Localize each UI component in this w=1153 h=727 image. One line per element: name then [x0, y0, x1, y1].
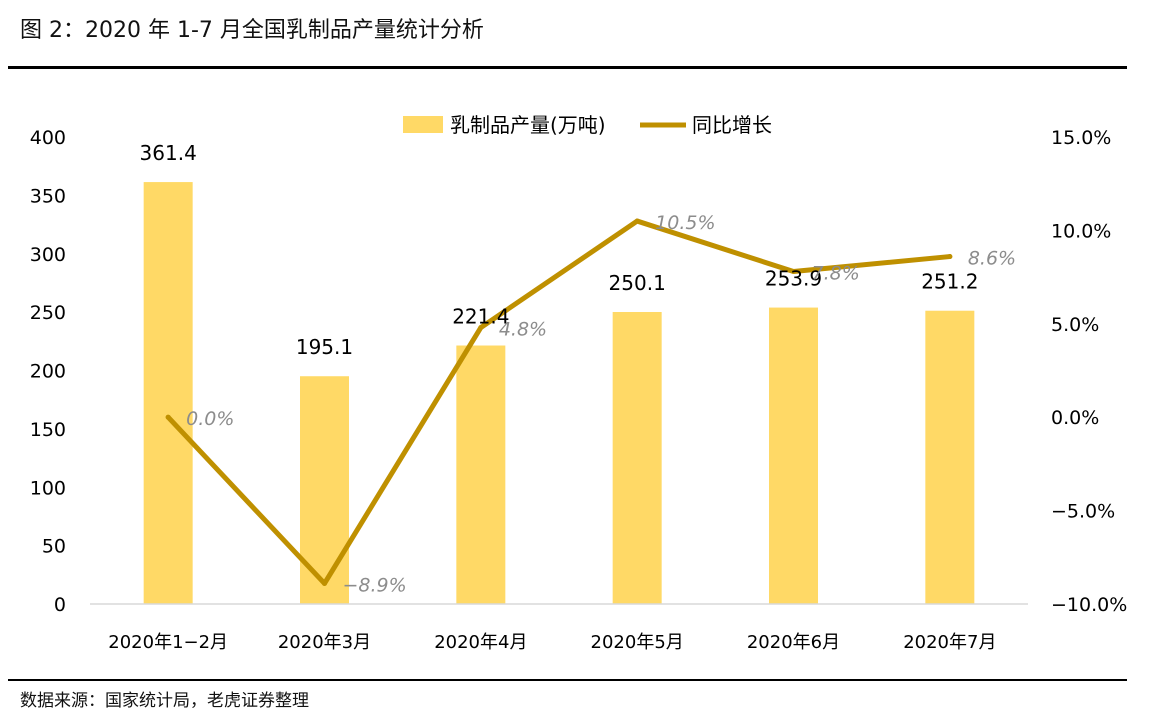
x-axis-tick-label: 2020年6月: [747, 632, 840, 653]
bar-value-label: 361.4: [140, 141, 197, 165]
bar: [612, 312, 662, 604]
right-axis-tick-label: 5.0%: [1051, 314, 1099, 336]
right-axis-tick-label: 10.0%: [1051, 220, 1111, 242]
bar: [925, 310, 975, 604]
bar: [456, 345, 506, 604]
left-axis-tick-label: 0: [54, 594, 66, 616]
x-axis-tick-label: 2020年5月: [591, 632, 684, 653]
left-axis-tick-label: 300: [30, 244, 66, 266]
bottom-rule: [8, 679, 1127, 681]
growth-line: [165, 218, 953, 586]
x-axis-tick-label: 2020年3月: [278, 632, 371, 653]
legend: 乳制品产量(万吨) 同比增长: [403, 113, 772, 137]
left-axis-tick-label: 350: [30, 185, 66, 207]
legend-bar-label: 乳制品产量(万吨): [450, 113, 606, 137]
legend-bar-swatch: [403, 116, 443, 133]
bar: [300, 376, 349, 604]
line-series: [165, 218, 953, 586]
right-axis-tick-label: 0.0%: [1051, 407, 1099, 429]
line-labels: 0.0% −8.9% 4.8% 10.5% 7.8% 8.6%: [186, 212, 1016, 596]
line-point: [947, 254, 953, 260]
x-axis-tick-label: 2020年7月: [903, 632, 996, 653]
left-axis-tick-label: 100: [30, 477, 66, 499]
left-axis-tick-label: 50: [42, 536, 66, 558]
legend-line-label: 同比增长: [692, 113, 772, 137]
line-value-label: 7.8%: [812, 262, 860, 284]
right-axis-tick-label: −10.0%: [1051, 594, 1127, 616]
right-axis-ticks: −10.0% −5.0% 0.0% 5.0% 10.0% 15.0%: [1051, 127, 1127, 616]
x-axis-tick-label: 2020年4月: [434, 632, 527, 653]
source-note: 数据来源：国家统计局，老虎证券整理: [20, 691, 309, 711]
line-point: [165, 414, 171, 420]
bar: [769, 307, 818, 604]
line-value-label: 4.8%: [499, 319, 547, 341]
figure-title: 图 2：2020 年 1-7 月全国乳制品产量统计分析: [20, 18, 484, 43]
left-axis-ticks: 0 50 100 150 200 250 300 350 400: [30, 127, 66, 616]
bar: [143, 182, 193, 605]
bar-labels: 361.4 195.1 221.4 250.1 253.9 251.2: [140, 141, 979, 359]
left-axis-tick-label: 400: [30, 127, 66, 149]
right-axis-tick-label: 15.0%: [1051, 127, 1111, 149]
line-value-label: 10.5%: [655, 212, 715, 234]
left-axis-tick-label: 200: [30, 361, 66, 383]
line-value-label: 0.0%: [186, 408, 234, 430]
bar-value-label: 221.4: [452, 305, 509, 329]
line-point: [791, 268, 796, 274]
bar-value-label: 253.9: [765, 267, 822, 291]
x-axis-tick-label: 2020年1−2月: [108, 632, 228, 653]
left-axis-tick-label: 150: [30, 419, 66, 441]
bar-value-label: 251.2: [921, 270, 978, 294]
line-point: [634, 218, 640, 224]
line-value-label: −8.9%: [343, 574, 407, 596]
line-point: [322, 580, 327, 586]
x-axis-ticks: 2020年1−2月 2020年3月 2020年4月 2020年5月 2020年6月 202…: [108, 632, 996, 653]
left-axis-tick-label: 250: [30, 302, 66, 324]
top-rule: [8, 66, 1127, 69]
line-point: [478, 325, 484, 331]
line-value-label: 8.6%: [968, 248, 1016, 270]
right-axis-tick-label: −5.0%: [1051, 501, 1115, 523]
bar-value-label: 250.1: [609, 271, 666, 295]
chart: 乳制品产量(万吨) 同比增长 050100150200250300350400 …: [30, 113, 1128, 653]
bar-value-label: 195.1: [296, 335, 353, 359]
bar-series: [143, 182, 975, 605]
